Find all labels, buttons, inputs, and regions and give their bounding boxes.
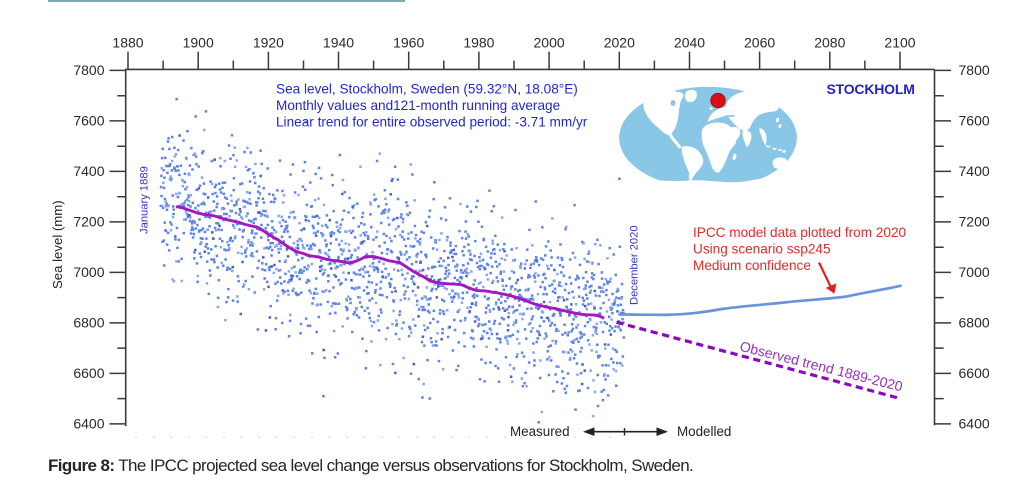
svg-text:1880: 1880 bbox=[112, 35, 143, 51]
svg-text:7600: 7600 bbox=[73, 113, 104, 129]
svg-text:6800: 6800 bbox=[73, 315, 104, 331]
svg-text:1960: 1960 bbox=[393, 35, 424, 51]
svg-text:7800: 7800 bbox=[73, 62, 104, 78]
svg-text:7400: 7400 bbox=[959, 163, 990, 179]
svg-text:7000: 7000 bbox=[959, 264, 990, 280]
svg-text:6800: 6800 bbox=[959, 315, 990, 331]
svg-text:2040: 2040 bbox=[674, 35, 705, 51]
svg-text:1940: 1940 bbox=[323, 35, 354, 51]
svg-text:Sea level (mm): Sea level (mm) bbox=[50, 200, 65, 289]
svg-text:Monthly values and121-month ru: Monthly values and121-month running aver… bbox=[276, 98, 560, 113]
svg-text:7400: 7400 bbox=[73, 163, 104, 179]
svg-text:6400: 6400 bbox=[959, 416, 990, 432]
svg-text:2020: 2020 bbox=[604, 35, 635, 51]
svg-text:Using scenario ssp245: Using scenario ssp245 bbox=[693, 242, 831, 257]
svg-text:2000: 2000 bbox=[534, 35, 565, 51]
svg-text:December 2020: December 2020 bbox=[629, 225, 641, 305]
svg-text:6600: 6600 bbox=[73, 365, 104, 381]
svg-text:Medium confidence: Medium confidence bbox=[693, 258, 811, 273]
svg-text:6600: 6600 bbox=[959, 365, 990, 381]
svg-text:Linear trend for entire observ: Linear trend for entire observed period:… bbox=[276, 115, 588, 130]
svg-text:STOCKHOLM: STOCKHOLM bbox=[827, 81, 915, 97]
svg-text:2100: 2100 bbox=[884, 35, 915, 51]
svg-text:Figure 8: The IPCC projected s: Figure 8: The IPCC projected sea level c… bbox=[48, 456, 693, 475]
svg-text:7200: 7200 bbox=[73, 214, 104, 230]
svg-text:7800: 7800 bbox=[959, 62, 990, 78]
svg-text:January 1889: January 1889 bbox=[139, 166, 151, 234]
svg-text:2080: 2080 bbox=[814, 35, 845, 51]
svg-text:7600: 7600 bbox=[959, 113, 990, 129]
svg-text:Sea level, Stockholm, Sweden (: Sea level, Stockholm, Sweden (59.32°N, 1… bbox=[276, 82, 578, 97]
svg-text:7000: 7000 bbox=[73, 264, 104, 280]
svg-text:1900: 1900 bbox=[183, 35, 214, 51]
svg-text:IPCC model data plotted from 2: IPCC model data plotted from 2020 bbox=[693, 225, 907, 240]
svg-text:Modelled: Modelled bbox=[677, 424, 731, 439]
svg-text:2060: 2060 bbox=[744, 35, 775, 51]
svg-text:6400: 6400 bbox=[73, 416, 104, 432]
svg-text:7200: 7200 bbox=[959, 214, 990, 230]
svg-text:1980: 1980 bbox=[463, 35, 494, 51]
svg-text:1920: 1920 bbox=[253, 35, 284, 51]
svg-text:Measured: Measured bbox=[510, 424, 570, 439]
